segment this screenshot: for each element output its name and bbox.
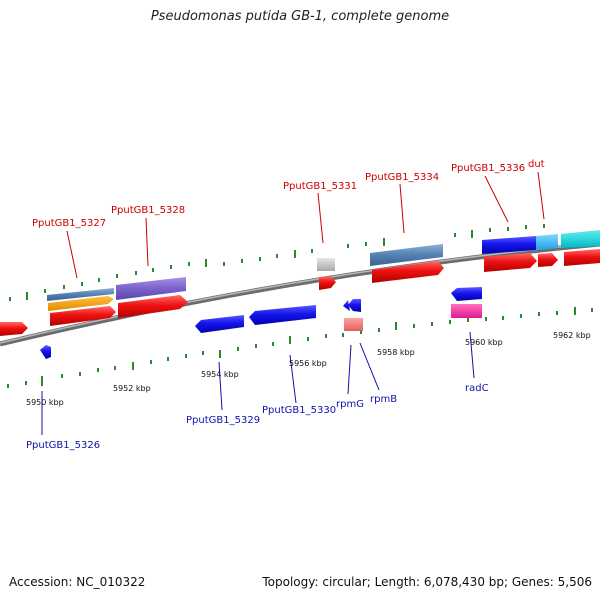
lower-tick-track	[7, 307, 593, 388]
genome-backbone	[0, 241, 600, 347]
kbp-label: 5954 kbp	[201, 370, 239, 379]
gene-feature[interactable]	[536, 234, 558, 250]
forward-features	[0, 230, 600, 336]
gene-feature[interactable]	[482, 236, 536, 254]
kbp-labels: 5950 kbp 5952 kbp 5954 kbp 5956 kbp 5958…	[26, 331, 591, 407]
gene-feature[interactable]	[47, 288, 114, 301]
gene-feature[interactable]	[48, 296, 114, 311]
accession-label: Accession: NC_010322	[9, 575, 146, 589]
kbp-label: 5952 kbp	[113, 384, 151, 393]
page-title: Pseudomonas putida GB-1, complete genome	[150, 9, 450, 24]
gene-feature[interactable]	[195, 315, 244, 333]
gene-label: PputGB1_5328	[111, 205, 185, 216]
gene-label: PputGB1_5329	[186, 415, 260, 426]
upper-tick-track	[9, 224, 545, 301]
kbp-label: 5962 kbp	[553, 331, 591, 340]
gene-feature[interactable]	[50, 306, 116, 326]
genome-backbone-highlight	[0, 242, 600, 344]
gene-feature[interactable]	[118, 295, 188, 318]
gene-label: radC	[465, 383, 489, 394]
gene-feature[interactable]	[564, 249, 600, 266]
gene-feature[interactable]	[40, 345, 51, 359]
gene-feature[interactable]	[561, 230, 600, 248]
kbp-label: 5956 kbp	[289, 359, 327, 368]
gene-feature[interactable]	[538, 253, 558, 267]
kbp-label: 5960 kbp	[465, 338, 503, 347]
gene-feature[interactable]	[372, 261, 444, 283]
gene-label: PputGB1_5330	[262, 405, 336, 416]
gene-label: PputGB1_5334	[365, 172, 439, 183]
reverse-leader-lines	[41, 331, 475, 435]
gene-feature[interactable]	[451, 304, 482, 318]
kbp-label: 5958 kbp	[377, 348, 415, 357]
forward-leader-lines	[66, 171, 545, 279]
gene-feature[interactable]	[451, 287, 482, 301]
forward-gene-labels: PputGB1_5327 PputGB1_5328 PputGB1_5331 P…	[32, 159, 545, 229]
gene-label: dut	[528, 159, 545, 170]
gene-label: PputGB1_5326	[26, 440, 100, 451]
gene-feature[interactable]	[348, 299, 361, 312]
gene-feature[interactable]	[319, 276, 336, 290]
gene-label: rpmB	[370, 394, 397, 405]
gene-feature[interactable]	[344, 318, 363, 331]
gene-feature[interactable]	[0, 322, 28, 336]
gene-feature[interactable]	[317, 258, 335, 271]
gene-feature[interactable]	[484, 253, 537, 272]
kbp-label: 5950 kbp	[26, 398, 64, 407]
gene-label: PputGB1_5327	[32, 218, 106, 229]
reverse-gene-labels: PputGB1_5326 PputGB1_5329 PputGB1_5330 r…	[26, 383, 489, 451]
gene-label: PputGB1_5336	[451, 163, 525, 174]
reverse-features	[40, 287, 482, 359]
gene-feature[interactable]	[343, 300, 350, 311]
gene-feature[interactable]	[116, 277, 186, 300]
gene-feature[interactable]	[249, 305, 316, 325]
genome-summary: Topology: circular; Length: 6,078,430 bp…	[262, 575, 592, 589]
gene-label: PputGB1_5331	[283, 181, 357, 192]
gene-label: rpmG	[336, 399, 364, 410]
gene-feature[interactable]	[370, 244, 443, 266]
